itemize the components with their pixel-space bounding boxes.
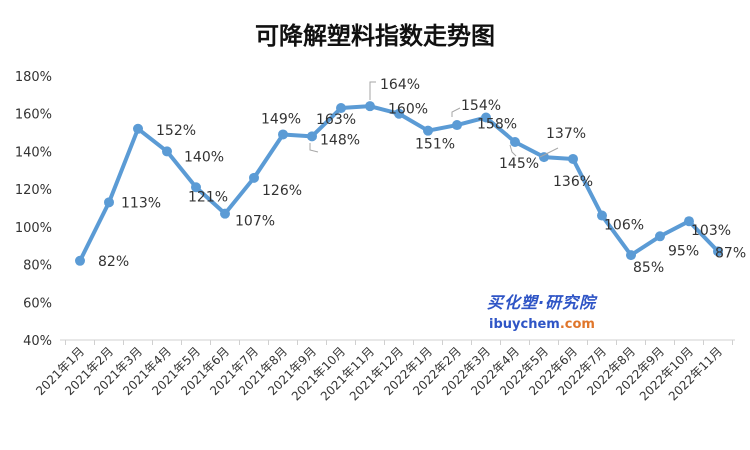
data-point <box>278 129 288 140</box>
data-label: 113% <box>121 195 161 211</box>
data-point <box>713 246 723 257</box>
data-labels: 82% 113% 152% 140% 121% 107% 126% 149% 148% 163% 1… <box>98 77 746 276</box>
chart-title: 可降解塑料指数走势图 <box>255 22 495 50</box>
leader-line <box>369 81 376 100</box>
data-point <box>626 250 636 261</box>
data-point <box>510 137 520 147</box>
y-tick-label: 60% <box>23 296 52 311</box>
data-label: 145% <box>499 156 539 172</box>
y-tick-label: 100% <box>15 221 52 236</box>
data-label: 163% <box>316 112 356 128</box>
leader-line <box>451 107 461 117</box>
watermark-en: ibuychem.com <box>489 317 596 332</box>
y-tick-label: 180% <box>15 70 52 85</box>
y-tick-label: 120% <box>15 183 52 198</box>
data-label: 154% <box>461 98 501 114</box>
y-tick-label: 40% <box>23 334 52 349</box>
data-point <box>75 255 85 266</box>
data-label: 136% <box>553 174 593 190</box>
data-point <box>539 152 549 163</box>
data-label: 151% <box>415 137 455 153</box>
data-label: 140% <box>184 149 224 165</box>
data-point <box>249 172 259 183</box>
data-point <box>336 103 346 114</box>
y-tick-label: 140% <box>15 145 52 160</box>
leader-line <box>509 144 517 157</box>
y-axis: 40% 60% 80% 100% 120% 140% 160% 180% <box>15 70 52 349</box>
data-point <box>452 120 462 131</box>
data-point <box>104 197 114 208</box>
data-point <box>481 112 491 123</box>
data-label: 106% <box>604 218 644 234</box>
data-point <box>365 101 375 112</box>
data-point <box>423 125 433 136</box>
data-label: 137% <box>546 126 586 142</box>
data-point <box>133 123 143 134</box>
data-label: 149% <box>261 111 301 127</box>
data-point <box>597 210 607 221</box>
data-label: 107% <box>235 214 275 230</box>
data-point <box>684 216 694 227</box>
data-label: 95% <box>668 243 699 259</box>
data-label: 158% <box>477 116 517 132</box>
data-point <box>307 131 317 142</box>
data-label: 148% <box>320 132 360 148</box>
data-label: 160% <box>388 102 428 118</box>
data-point <box>191 182 201 193</box>
data-label: 126% <box>262 183 302 199</box>
watermark-cn: 买化塑·研究院 <box>487 293 597 312</box>
data-points <box>75 101 723 266</box>
leader-lines <box>309 81 559 158</box>
y-tick-label: 160% <box>15 108 52 123</box>
data-label: 85% <box>633 260 664 276</box>
watermark-en-suffix: .com <box>559 317 595 332</box>
data-point <box>568 153 578 164</box>
x-axis: 2021年1月2021年2月2021年3月2021年4月2021年5月2021年… <box>33 339 735 403</box>
data-point <box>394 108 404 119</box>
data-label: 87% <box>715 245 746 261</box>
data-label: 152% <box>156 123 196 139</box>
data-label: 82% <box>98 254 129 270</box>
data-point <box>655 231 665 242</box>
data-label: 164% <box>380 77 420 93</box>
data-label: 121% <box>188 189 228 205</box>
data-point <box>220 208 230 219</box>
y-tick-label: 80% <box>23 259 52 274</box>
watermark-logo: 买化塑·研究院 ibuychem.com <box>487 289 596 332</box>
data-label: 103% <box>691 223 731 239</box>
leader-line <box>309 143 319 153</box>
leader-line <box>539 147 559 158</box>
data-point <box>162 146 172 157</box>
watermark-en-prefix: ibuychem <box>489 317 560 332</box>
